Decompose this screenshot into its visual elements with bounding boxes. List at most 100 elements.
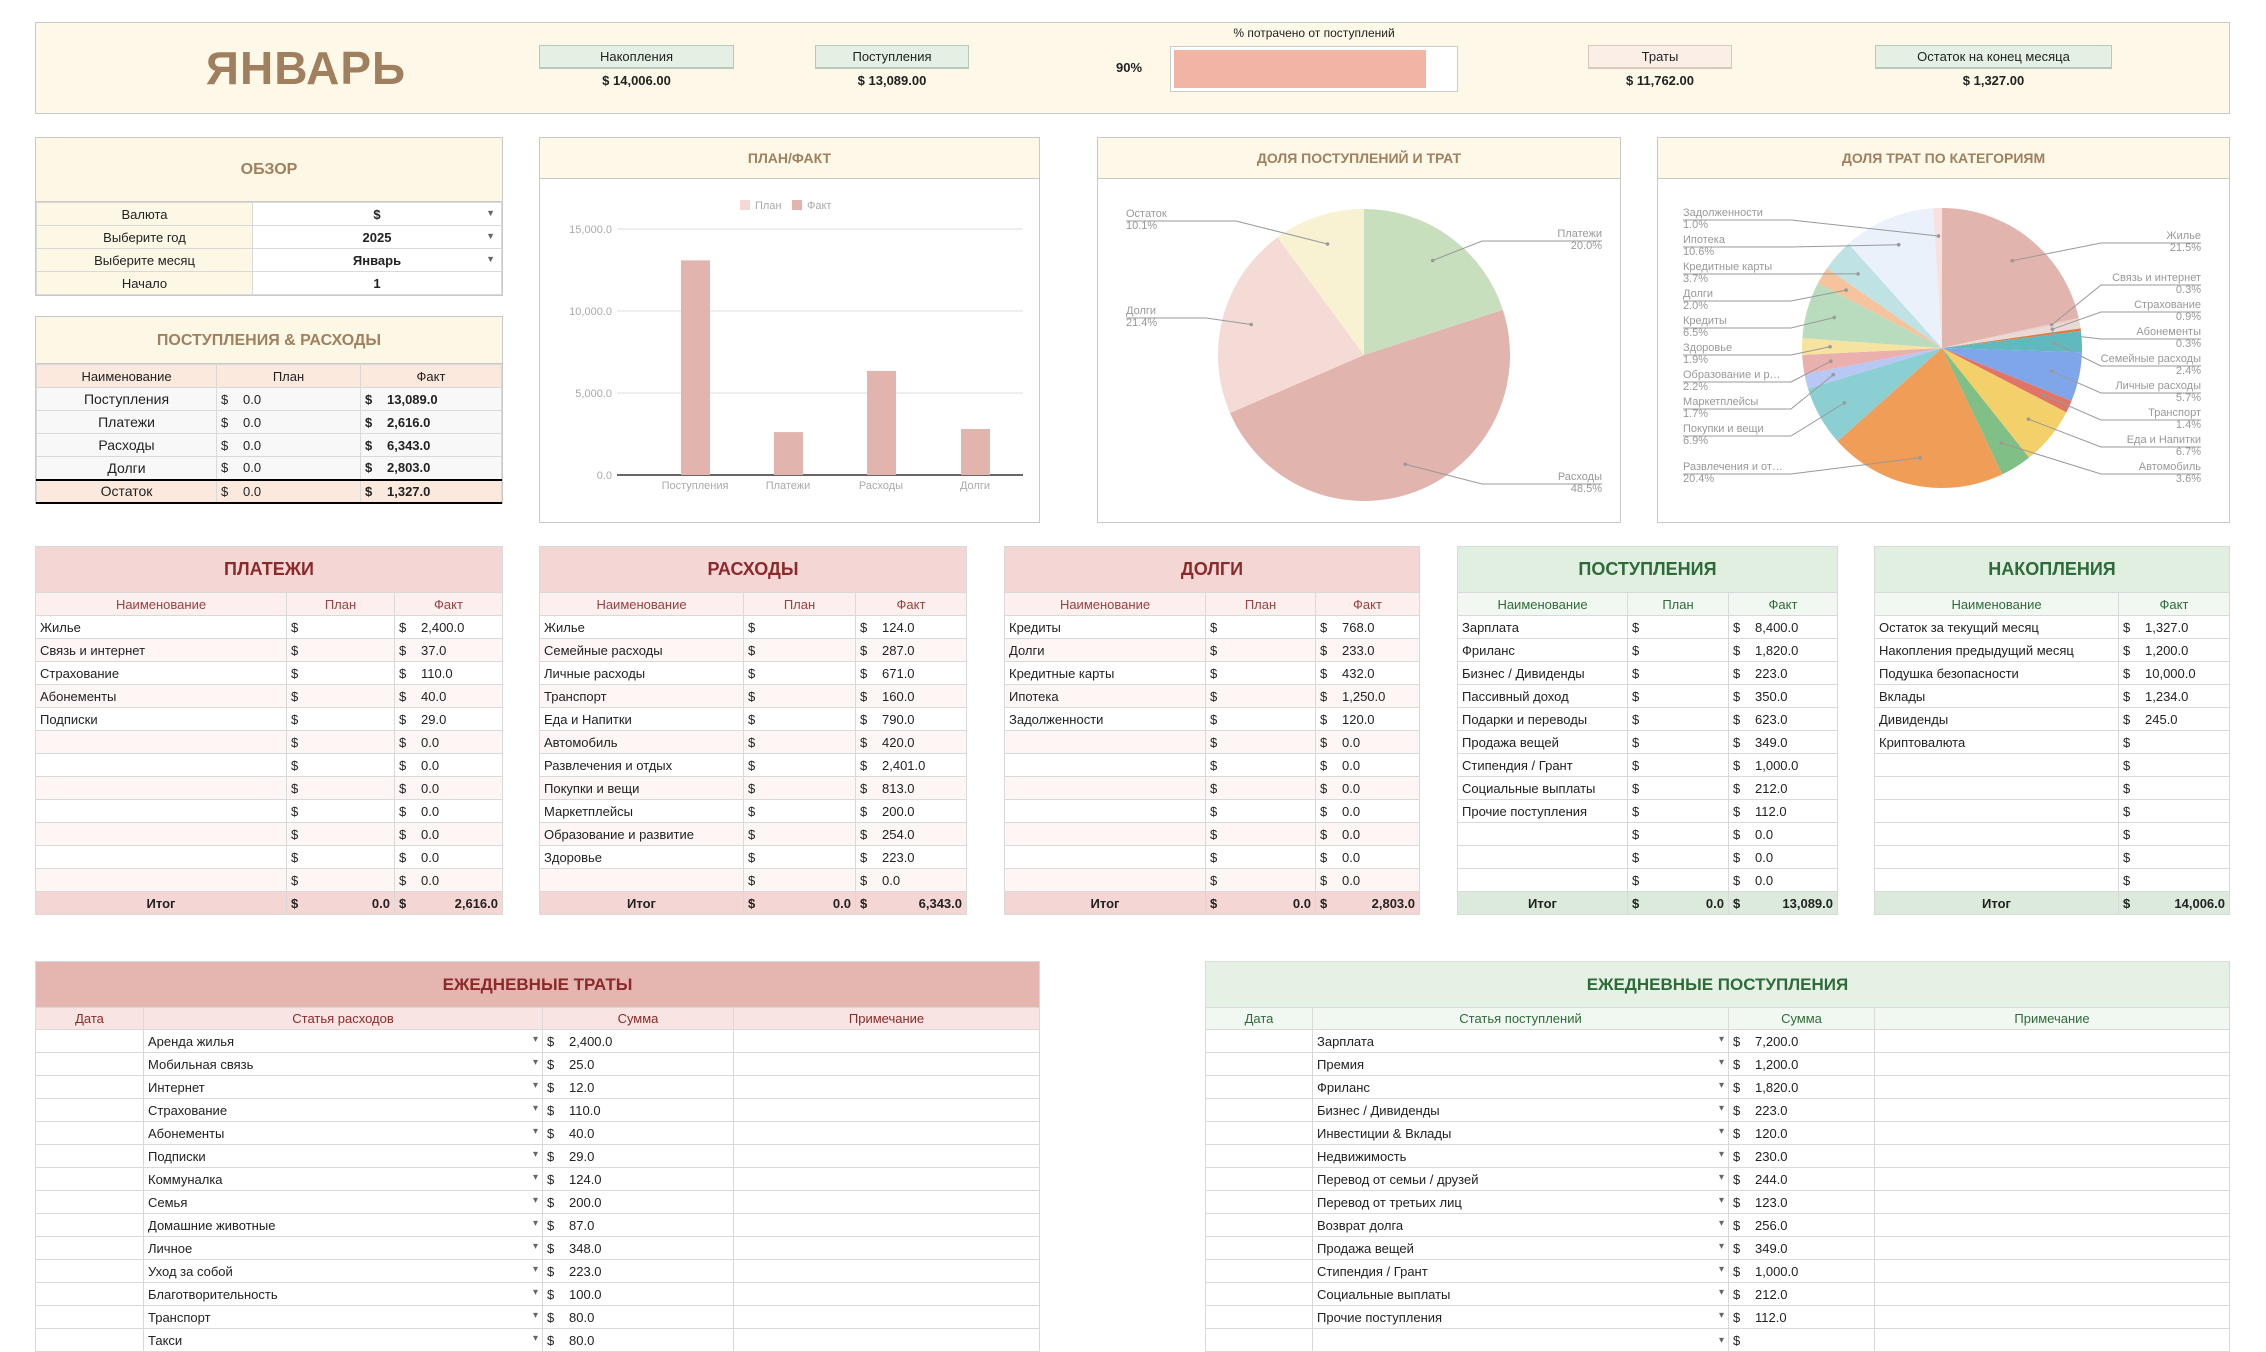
category-select[interactable]: Прочие поступления ▾: [1312, 1305, 1729, 1329]
fact-cell[interactable]: $0.0: [1315, 799, 1420, 823]
plan-cell[interactable]: $: [743, 776, 856, 800]
plan-cell[interactable]: $: [286, 707, 395, 731]
plan-cell[interactable]: $: [1205, 868, 1316, 892]
date-cell[interactable]: [35, 1236, 144, 1260]
note-cell[interactable]: [733, 1029, 1040, 1053]
date-cell[interactable]: [1205, 1213, 1313, 1237]
item-name[interactable]: [1874, 822, 2119, 846]
item-name[interactable]: Жилье: [35, 615, 287, 639]
item-name[interactable]: Пассивный доход: [1457, 684, 1628, 708]
note-cell[interactable]: [733, 1213, 1040, 1237]
fact-cell[interactable]: $200.0: [855, 799, 967, 823]
amount-cell[interactable]: $1,200.0: [1728, 1052, 1875, 1076]
plan-cell[interactable]: $: [286, 776, 395, 800]
item-name[interactable]: Развлечения и отдых: [539, 753, 744, 777]
note-cell[interactable]: [733, 1236, 1040, 1260]
item-name[interactable]: [1457, 822, 1628, 846]
plan-cell[interactable]: $: [743, 730, 856, 754]
item-name[interactable]: [1874, 753, 2119, 777]
item-name[interactable]: Бизнес / Дивиденды: [1457, 661, 1628, 685]
note-cell[interactable]: [1874, 1075, 2230, 1099]
item-name[interactable]: [35, 730, 287, 754]
fact-cell[interactable]: $124.0: [855, 615, 967, 639]
amount-cell[interactable]: $244.0: [1728, 1167, 1875, 1191]
amount-cell[interactable]: $110.0: [542, 1098, 734, 1122]
category-select[interactable]: Возврат долга ▾: [1312, 1213, 1729, 1237]
plan-cell[interactable]: $: [1205, 822, 1316, 846]
chevron-down-icon[interactable]: ▾: [1718, 1079, 1724, 1091]
fact-cell[interactable]: $233.0: [1315, 638, 1420, 662]
plan-cell[interactable]: $: [743, 661, 856, 685]
category-select[interactable]: Премия ▾: [1312, 1052, 1729, 1076]
fact-cell[interactable]: $0.0: [1315, 730, 1420, 754]
fact-cell[interactable]: $0.0: [1728, 822, 1838, 846]
fact-cell[interactable]: $8,400.0: [1728, 615, 1838, 639]
fact-cell[interactable]: $0.0: [394, 799, 503, 823]
fact-cell[interactable]: $1,000.0: [1728, 753, 1838, 777]
plan-cell[interactable]: $: [1627, 822, 1729, 846]
chevron-down-icon[interactable]: ▾: [532, 1240, 538, 1252]
plan-cell[interactable]: $: [1205, 707, 1316, 731]
item-name[interactable]: Накопления предыдущий месяц: [1874, 638, 2119, 662]
fact-cell[interactable]: $671.0: [855, 661, 967, 685]
chevron-down-icon[interactable]: ▾: [532, 1286, 538, 1298]
fact-cell[interactable]: $: [2118, 845, 2230, 869]
fact-cell[interactable]: $1,200.0: [2118, 638, 2230, 662]
date-cell[interactable]: [35, 1167, 144, 1191]
chevron-down-icon[interactable]: ▾: [532, 1079, 538, 1091]
chevron-down-icon[interactable]: ▼: [486, 208, 495, 218]
amount-cell[interactable]: $124.0: [542, 1167, 734, 1191]
fact-cell[interactable]: $: [2118, 776, 2230, 800]
category-select[interactable]: Мобильная связь ▾: [143, 1052, 543, 1076]
chevron-down-icon[interactable]: ▾: [1718, 1102, 1724, 1114]
note-cell[interactable]: [733, 1259, 1040, 1283]
date-cell[interactable]: [35, 1305, 144, 1329]
fact-cell[interactable]: $120.0: [1315, 707, 1420, 731]
fact-cell[interactable]: $40.0: [394, 684, 503, 708]
plan-cell[interactable]: $: [1627, 661, 1729, 685]
amount-cell[interactable]: $123.0: [1728, 1190, 1875, 1214]
category-select[interactable]: Недвижимость ▾: [1312, 1144, 1729, 1168]
category-select[interactable]: Социальные выплаты ▾: [1312, 1282, 1729, 1306]
fact-cell[interactable]: $0.0: [1728, 868, 1838, 892]
item-name[interactable]: [35, 753, 287, 777]
amount-cell[interactable]: $80.0: [542, 1328, 734, 1352]
item-name[interactable]: [1004, 799, 1206, 823]
item-name[interactable]: [35, 845, 287, 869]
item-name[interactable]: Автомобиль: [539, 730, 744, 754]
amount-cell[interactable]: $100.0: [542, 1282, 734, 1306]
plan-cell[interactable]: $: [1627, 615, 1729, 639]
item-name[interactable]: [35, 799, 287, 823]
note-cell[interactable]: [733, 1144, 1040, 1168]
category-select[interactable]: Перевод от семьи / друзей ▾: [1312, 1167, 1729, 1191]
chevron-down-icon[interactable]: ▾: [532, 1309, 538, 1321]
date-cell[interactable]: [1205, 1098, 1313, 1122]
fact-cell[interactable]: $349.0: [1728, 730, 1838, 754]
category-select[interactable]: Бизнес / Дивиденды ▾: [1312, 1098, 1729, 1122]
date-cell[interactable]: [1205, 1052, 1313, 1076]
category-select[interactable]: Фриланс ▾: [1312, 1075, 1729, 1099]
amount-cell[interactable]: $87.0: [542, 1213, 734, 1237]
item-name[interactable]: Жилье: [539, 615, 744, 639]
chevron-down-icon[interactable]: ▾: [532, 1125, 538, 1137]
amount-cell[interactable]: $223.0: [542, 1259, 734, 1283]
fact-cell[interactable]: $420.0: [855, 730, 967, 754]
date-cell[interactable]: [35, 1029, 144, 1053]
fact-cell[interactable]: $768.0: [1315, 615, 1420, 639]
amount-cell[interactable]: $212.0: [1728, 1282, 1875, 1306]
amount-cell[interactable]: $80.0: [542, 1305, 734, 1329]
plan-cell[interactable]: $: [743, 868, 856, 892]
fact-cell[interactable]: $623.0: [1728, 707, 1838, 731]
plan-cell[interactable]: $: [1627, 638, 1729, 662]
fact-cell[interactable]: $2,401.0: [855, 753, 967, 777]
note-cell[interactable]: [1874, 1052, 2230, 1076]
item-name[interactable]: Зарплата: [1457, 615, 1628, 639]
plan-cell[interactable]: $: [1627, 730, 1729, 754]
item-name[interactable]: [1004, 822, 1206, 846]
item-name[interactable]: [1004, 868, 1206, 892]
chevron-down-icon[interactable]: ▼: [486, 254, 495, 264]
amount-cell[interactable]: $1,000.0: [1728, 1259, 1875, 1283]
note-cell[interactable]: [1874, 1259, 2230, 1283]
fact-cell[interactable]: $223.0: [1728, 661, 1838, 685]
category-select[interactable]: Продажа вещей ▾: [1312, 1236, 1729, 1260]
